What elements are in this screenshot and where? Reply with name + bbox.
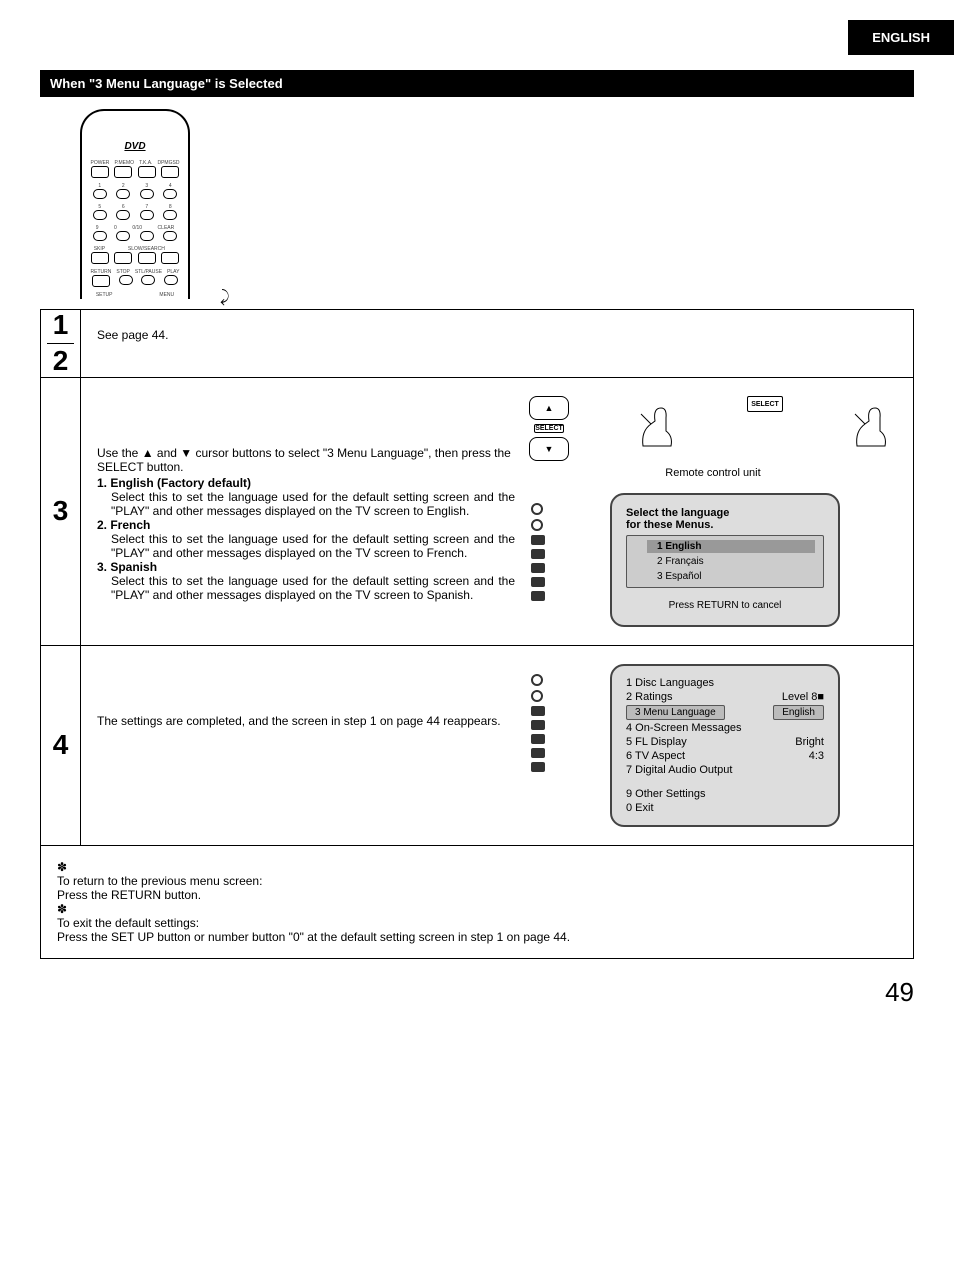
step-num-cell-12: 1 2 [41,310,81,378]
menu-item-7: 7 Digital Audio Output [626,764,732,776]
hand-icon [633,396,683,456]
step3-opt1-body: Select this to set the language used for… [111,490,515,518]
step-num-2: 2 [41,346,80,377]
step4-body: The settings are completed, and the scre… [81,645,914,845]
menu-item-1: 1 Disc Languages [626,677,714,689]
language-tab: ENGLISH [848,20,954,55]
step3-opt3-head: 3. Spanish [97,560,515,574]
step3-opt2-body: Select this to set the language used for… [111,532,515,560]
select-pill-left: SELECT [534,424,564,433]
step-num-cell-3: 3 [41,377,81,645]
panel-title2: for these Menus. [626,519,824,531]
footer-note2b: Press the SET UP button or number button… [57,930,897,944]
menu-item-3: 3 Menu Language [626,705,725,720]
cursor-up-pill: ▲ [529,396,569,420]
step-num-cell-4: 4 [41,645,81,845]
remote-caption: Remote control unit [529,467,897,479]
step-num-4: 4 [41,730,80,761]
menu-extra-2: 0 Exit [626,802,654,814]
lang-option-1: 1 English [647,540,815,553]
step3-body: Use the ▲ and ▼ cursor buttons to select… [81,377,914,645]
language-osd-panel: Select the language for these Menus. 1 E… [610,493,840,627]
dvd-logo: DVD [88,141,182,152]
select-pill-right: SELECT [747,396,783,412]
menu-item-6: 6 TV Aspect [626,750,685,762]
step12-body: See page 44. [81,310,914,378]
footer-note2a: To exit the default settings: [57,916,897,930]
cursor-down-pill: ▼ [529,437,569,461]
step3-opt1-head: 1. English (Factory default) [97,476,515,490]
step-num-3: 3 [41,496,80,527]
step-num-1: 1 [41,310,80,341]
menu-item-5: 5 FL Display [626,736,687,748]
page-number: 49 [40,977,914,1008]
lang-option-3: 3 Español [647,570,815,583]
lang-option-2: 2 Français [647,555,815,568]
menu-item-4: 4 On-Screen Messages [626,722,742,734]
osd-icon-column [531,503,549,605]
step3-opt3-body: Select this to set the language used for… [111,574,515,602]
menu-item-2: 2 Ratings [626,691,672,703]
step4-text: The settings are completed, and the scre… [97,714,501,728]
hand-icon-2 [847,396,897,456]
menu-extra-1: 9 Other Settings [626,788,706,800]
remote-illustration: DVD POWERP.MEMOT.K.A.DPMGSD 1234 5678 90… [40,109,914,309]
steps-table: 1 2 See page 44. 3 Use the ▲ and ▼ curso… [40,309,914,959]
section-heading: When "3 Menu Language" is Selected [40,70,914,97]
settings-osd-panel: 1 Disc Languages 2 RatingsLevel 8■ 3 Men… [610,664,840,827]
footer-note1a: To return to the previous menu screen: [57,874,897,888]
step3-intro: Use the ▲ and ▼ cursor buttons to select… [97,446,515,474]
panel-return: Press RETURN to cancel [626,600,824,611]
panel-title1: Select the language [626,507,824,519]
footer-note1b: Press the RETURN button. [57,888,897,902]
osd-icon-column-2 [531,674,549,776]
step12-text: See page 44. [97,328,168,342]
footer-notes: ✽ To return to the previous menu screen:… [41,845,914,958]
step3-opt2-head: 2. French [97,518,515,532]
